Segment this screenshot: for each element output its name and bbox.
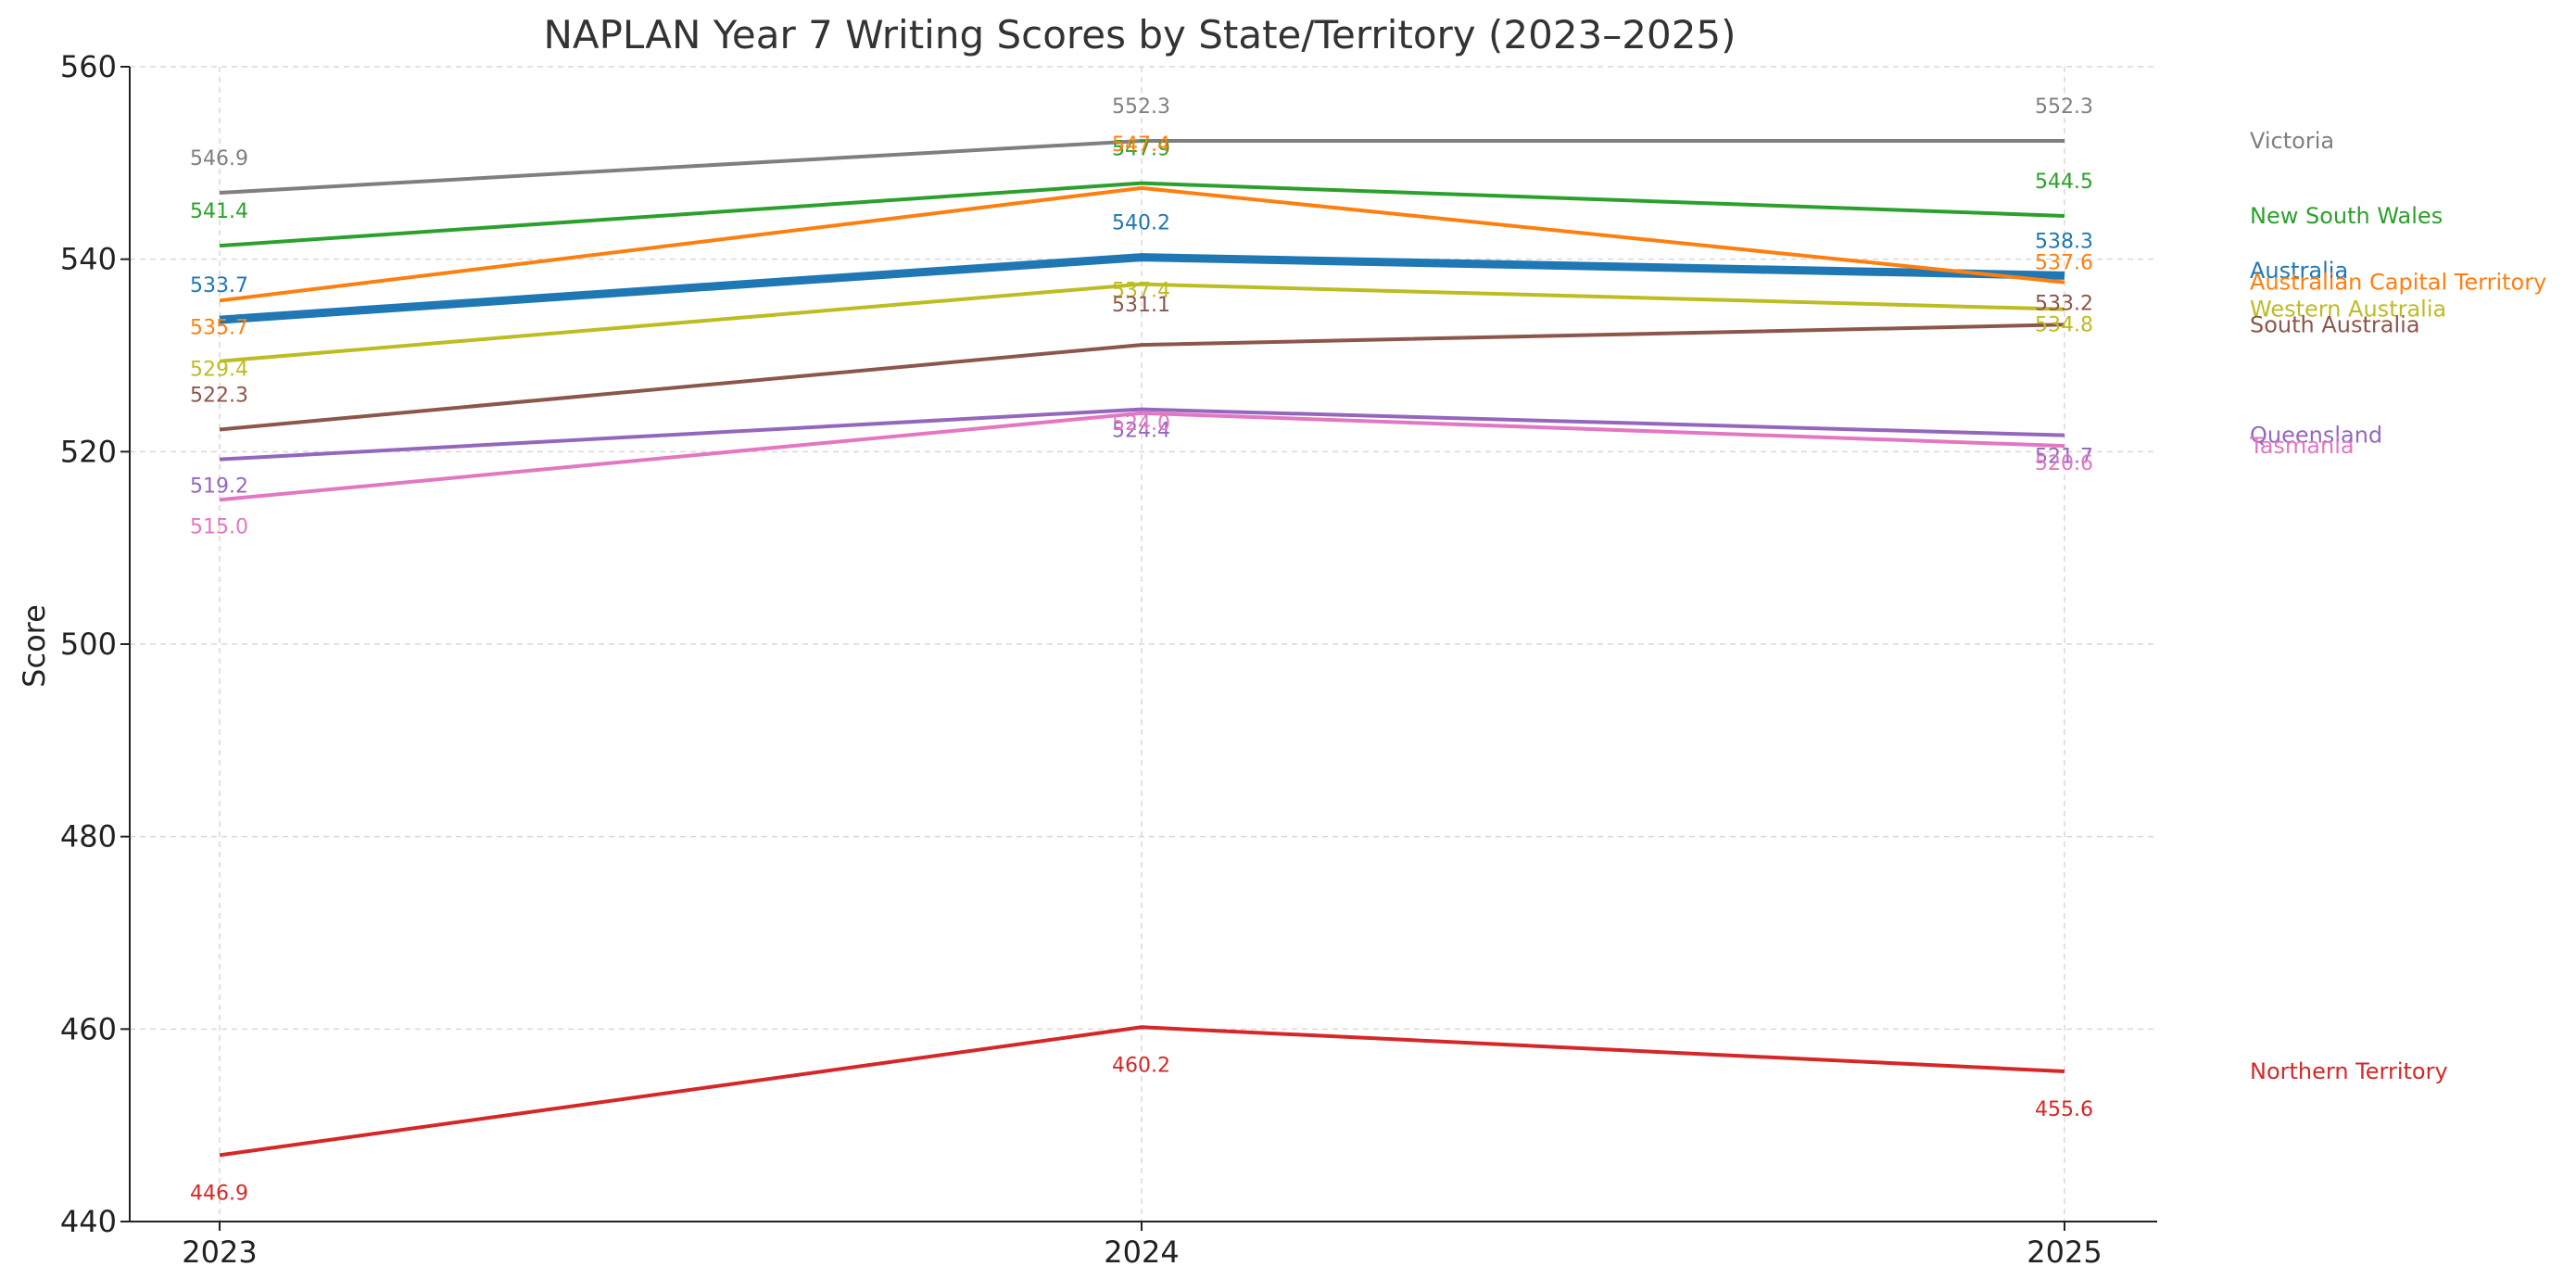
data-label: 534.8: [2035, 314, 2093, 337]
series-line-new-south-wales: [219, 181, 2065, 248]
data-label: 541.4: [190, 200, 248, 223]
series-line-queensland: [219, 407, 2065, 462]
data-label: 524.0: [1112, 412, 1170, 436]
data-label: 540.2: [1112, 212, 1170, 235]
data-label: 531.1: [1112, 294, 1170, 317]
y-tick-label: 440: [60, 1204, 117, 1239]
series-line-australian-capital-territory: [219, 185, 2065, 303]
grid-lines: [130, 66, 2157, 1222]
data-label: 521.7: [2035, 446, 2093, 469]
series-name-label: Tasmania: [2249, 433, 2355, 459]
y-tick-label: 540: [60, 242, 117, 277]
data-label: 520.6: [2035, 452, 2093, 475]
series-name-label: South Australia: [2250, 311, 2420, 337]
series-lines: [219, 138, 2065, 1158]
chart-title: NAPLAN Year 7 Writing Scores by State/Te…: [543, 12, 1736, 57]
data-label: 446.9: [190, 1182, 248, 1205]
y-tick-label: 500: [60, 627, 117, 662]
data-label: 455.6: [2035, 1098, 2093, 1121]
data-label: 533.2: [2035, 292, 2093, 315]
data-label: 533.7: [190, 274, 248, 298]
data-labels: 546.9 552.3 552.3 541.4 547.9 544.5 533.7 540.2…: [190, 95, 2093, 1205]
data-label: 535.7: [190, 316, 248, 339]
series-line-tasmania: [219, 411, 2065, 502]
data-label: 537.4: [1112, 280, 1170, 303]
series-line-victoria: [219, 138, 2065, 196]
series-name-label: Victoria: [2250, 128, 2334, 154]
series-name-label: Western Australia: [2250, 297, 2446, 323]
data-label: 538.3: [2035, 230, 2093, 253]
series-name-label: Australian Capital Territory: [2250, 270, 2546, 296]
x-tick-label: 2024: [1104, 1235, 1179, 1270]
series-line-south-australia: [219, 323, 2065, 432]
data-label: 460.2: [1112, 1054, 1170, 1077]
data-label: 529.4: [190, 359, 248, 382]
x-tick-label: 2025: [2027, 1235, 2102, 1270]
series-name-labels: Victoria New South Wales AustraliaAustrali…: [2249, 128, 2546, 1084]
axis-ticks: 440 460 480 500 520 540 560 2023 2024 2025: [60, 49, 2102, 1270]
series-name-label: New South Wales: [2250, 203, 2443, 229]
x-tick-label: 2023: [182, 1235, 257, 1270]
data-label: 537.6: [2035, 252, 2093, 275]
series-line-australia: [219, 253, 2065, 324]
series-name-label: Northern Territory: [2250, 1058, 2448, 1084]
data-label: 552.3: [2035, 95, 2093, 119]
data-label: 544.5: [2035, 171, 2093, 194]
data-label: 522.3: [190, 384, 248, 407]
y-tick-label: 480: [60, 819, 117, 855]
y-tick-label: 460: [60, 1011, 117, 1046]
y-tick-label: 520: [60, 434, 117, 469]
data-label: 547.4: [1112, 133, 1170, 157]
series-name-label: Queensland: [2250, 423, 2382, 449]
data-label: 552.3: [1112, 95, 1170, 119]
y-axis-label: Score: [17, 604, 52, 688]
data-label: 547.9: [1112, 138, 1170, 161]
series-line-western-australia: [219, 282, 2065, 363]
data-label: 519.2: [190, 475, 248, 499]
y-tick-label: 560: [60, 49, 117, 84]
data-label: 546.9: [190, 147, 248, 171]
series-name-label: Australia: [2250, 258, 2348, 284]
data-label: 515.0: [190, 515, 248, 538]
series-line-northern-territory: [219, 1025, 2065, 1158]
data-label: 524.4: [1112, 420, 1170, 443]
